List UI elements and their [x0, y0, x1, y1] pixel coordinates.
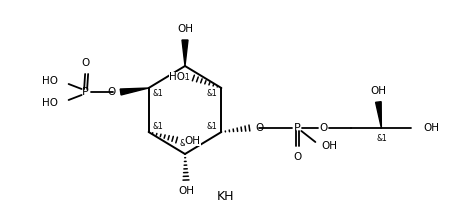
- Text: OH: OH: [369, 86, 386, 96]
- Text: OH: OH: [423, 123, 438, 133]
- Polygon shape: [120, 88, 148, 95]
- Text: &1: &1: [152, 89, 163, 98]
- Text: KH: KH: [217, 190, 234, 203]
- Text: OH: OH: [321, 141, 336, 151]
- Text: &1: &1: [179, 138, 190, 147]
- Text: &1: &1: [152, 122, 163, 131]
- Text: &1: &1: [179, 72, 190, 82]
- Text: HO: HO: [41, 76, 57, 86]
- Text: OH: OH: [177, 24, 193, 34]
- Text: O: O: [255, 123, 263, 133]
- Text: &1: &1: [206, 89, 217, 98]
- Text: O: O: [81, 58, 90, 68]
- Polygon shape: [375, 102, 381, 128]
- Text: HO: HO: [169, 72, 185, 82]
- Text: &1: &1: [206, 122, 217, 131]
- Text: OH: OH: [184, 136, 200, 146]
- Text: O: O: [107, 87, 115, 97]
- Polygon shape: [182, 40, 188, 66]
- Text: OH: OH: [178, 186, 193, 196]
- Text: O: O: [293, 152, 301, 162]
- Text: P: P: [82, 87, 89, 97]
- Text: P: P: [293, 123, 300, 133]
- Text: O: O: [318, 123, 327, 133]
- Text: HO: HO: [41, 98, 57, 108]
- Text: &1: &1: [376, 134, 387, 143]
